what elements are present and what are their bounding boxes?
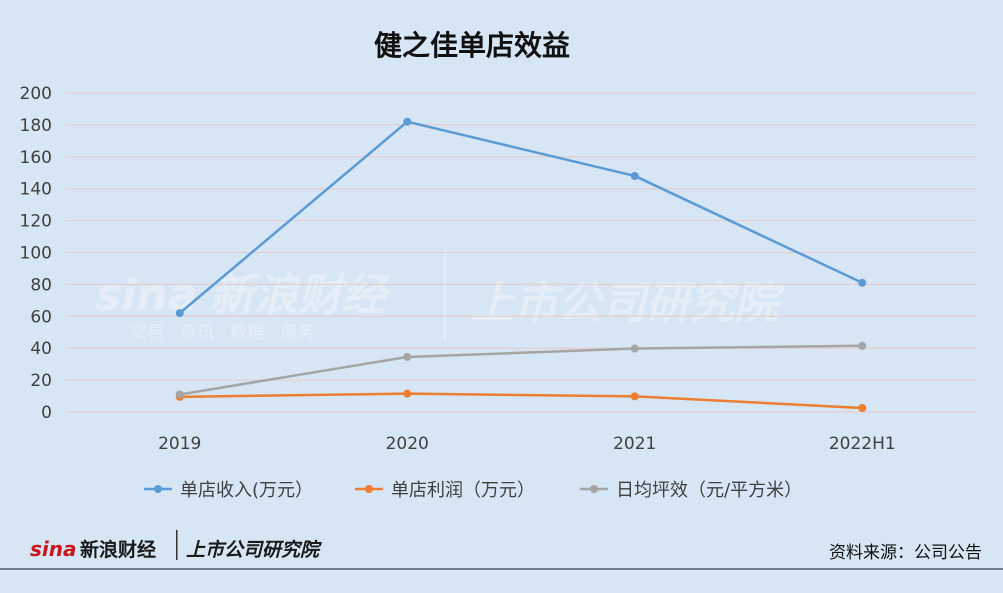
watermark-brand: 新浪财经 xyxy=(210,270,391,321)
logo-brand: 新浪财经 xyxy=(80,538,156,561)
data-point xyxy=(403,117,412,126)
data-point xyxy=(858,341,867,350)
data-point xyxy=(630,171,639,180)
series xyxy=(175,117,867,413)
grid xyxy=(66,92,976,413)
y-tick-label: 120 xyxy=(20,212,52,232)
data-point xyxy=(175,390,184,399)
y-tick-label: 20 xyxy=(30,371,52,391)
source-note: 资料来源：公司公告 xyxy=(829,543,982,563)
legend-marker xyxy=(365,485,373,493)
watermark-institute: 上市公司研究院 xyxy=(470,278,785,329)
data-point xyxy=(403,389,412,398)
logo-divider xyxy=(176,530,178,560)
legend-label: 单店利润（万元） xyxy=(391,480,535,501)
x-tick-label: 2022H1 xyxy=(829,434,896,454)
watermark-services: 交易 · 资讯 · 数据 · 服务 xyxy=(130,323,315,343)
logo-institute: 上市公司研究院 xyxy=(186,539,322,561)
series-line xyxy=(178,120,863,315)
legend-marker xyxy=(590,485,598,493)
watermark-divider xyxy=(444,250,446,340)
x-tick-label: 2020 xyxy=(386,434,429,454)
y-tick-label: 80 xyxy=(30,275,52,295)
y-tick-label: 100 xyxy=(20,244,52,264)
y-tick-label: 180 xyxy=(20,116,52,136)
legend-label: 单店收入(万元） xyxy=(180,480,313,501)
legend: 单店收入(万元） 单店利润（万元） 日均坪效（元/平方米） xyxy=(144,480,802,501)
watermark: sina 新浪财经 交易 · 资讯 · 数据 · 服务 上市公司研究院 xyxy=(95,250,785,343)
y-tick-label: 60 xyxy=(30,307,52,327)
y-tick-label: 40 xyxy=(30,339,52,359)
y-tick-label: 140 xyxy=(20,180,52,200)
data-point xyxy=(403,352,412,361)
y-axis-ticks: 0 20 40 60 80 100 120 140 160 180 200 xyxy=(20,84,52,423)
logo-sina: sina xyxy=(30,537,77,561)
legend-label: 日均坪效（元/平方米） xyxy=(616,480,802,501)
data-point xyxy=(858,278,867,287)
data-point xyxy=(175,309,184,318)
series-line xyxy=(179,344,863,396)
series-line xyxy=(179,392,863,410)
x-tick-label: 2019 xyxy=(158,434,201,454)
x-tick-label: 2021 xyxy=(613,434,656,454)
footer-rule xyxy=(0,568,1003,570)
y-tick-label: 200 xyxy=(20,84,52,104)
data-point xyxy=(630,392,639,401)
data-point xyxy=(858,404,867,413)
chart-title: 健之佳单店效益 xyxy=(374,29,570,62)
x-axis-ticks: 2019 2020 2021 2022H1 xyxy=(158,434,896,454)
y-tick-label: 160 xyxy=(20,148,52,168)
bottom-logo: sina 新浪财经 上市公司研究院 xyxy=(30,530,322,561)
y-tick-label: 0 xyxy=(41,403,52,423)
legend-marker xyxy=(154,485,162,493)
data-point xyxy=(630,344,639,353)
